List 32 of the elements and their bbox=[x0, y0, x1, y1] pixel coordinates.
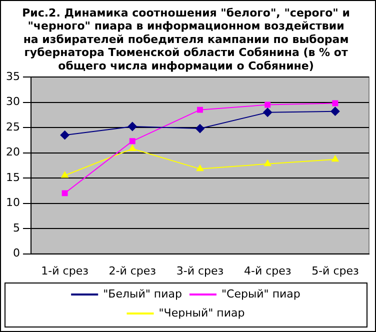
x-tick-label: 1-й срез bbox=[41, 264, 89, 278]
y-tick-label: 25 bbox=[6, 120, 20, 134]
point bbox=[129, 138, 136, 144]
legend-label: "Черный" пиар bbox=[158, 306, 245, 320]
point bbox=[264, 102, 271, 108]
x-tick-label: 2-й срез bbox=[108, 264, 156, 278]
point bbox=[196, 124, 204, 134]
point bbox=[264, 160, 272, 166]
point bbox=[128, 122, 137, 132]
x-tick-label: 3-й срез bbox=[176, 264, 224, 278]
y-tick-label: 35 bbox=[6, 70, 20, 83]
chart-title: Рис.2. Динамика соотношения "белого", "серого" и "черного" пиара в информационном воздействии на избирателей победителя кампании по выборам губернатора Тюменской области Собянина (в % от общего числа информации о Собянине) bbox=[22, 6, 350, 72]
x-tick-label: 4-й срез bbox=[244, 264, 292, 278]
point bbox=[330, 106, 340, 116]
y-tick-label: 30 bbox=[6, 95, 20, 108]
point bbox=[332, 155, 339, 162]
point bbox=[197, 106, 203, 113]
legend-label: "Белый" пиар bbox=[103, 287, 182, 300]
y-tick-label: 5 bbox=[12, 221, 20, 234]
point bbox=[61, 172, 68, 178]
point bbox=[196, 164, 204, 172]
point bbox=[263, 108, 272, 117]
x-tick-label: 5-й срез bbox=[312, 264, 359, 278]
y-tick-label: 15 bbox=[6, 170, 20, 184]
y-tick-label: 10 bbox=[6, 196, 20, 210]
y-tick-label: 20 bbox=[6, 146, 20, 159]
point bbox=[128, 144, 136, 151]
y-tick-label: 0 bbox=[12, 246, 20, 260]
legend-label: "Серый" пиар bbox=[221, 287, 300, 300]
point bbox=[332, 100, 338, 106]
point bbox=[62, 190, 68, 196]
point bbox=[60, 130, 70, 140]
